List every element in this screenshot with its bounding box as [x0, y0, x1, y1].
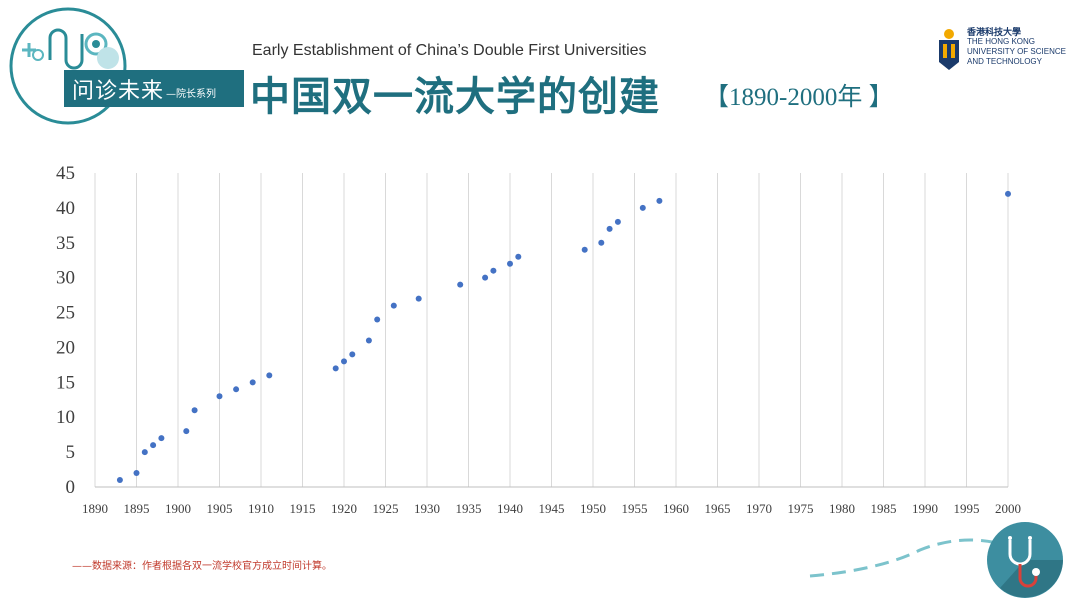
- data-point: [457, 281, 464, 288]
- grid-lines: [94, 173, 1009, 487]
- data-point: [349, 351, 356, 358]
- x-tick-label: 1920: [331, 501, 357, 516]
- data-point: [332, 365, 339, 372]
- stethoscope-icon: [1008, 536, 1040, 588]
- data-point: [374, 316, 381, 323]
- hkust-wordmark: 香港科技大學 THE HONG KONG UNIVERSITY OF SCIEN…: [967, 27, 1066, 67]
- data-point: [233, 386, 240, 393]
- x-tick-label: 1975: [788, 501, 814, 516]
- y-tick-label: 30: [56, 268, 75, 289]
- source-note: ——数据来源：作者根据各双一流学校官方成立时间计算。: [72, 561, 332, 572]
- series-badge: 问诊未来 —院长系列: [64, 70, 244, 107]
- y-tick-label: 25: [56, 303, 75, 324]
- institution-en-2: UNIVERSITY OF SCIENCE: [967, 47, 1066, 56]
- data-point: [141, 449, 148, 456]
- scatter-chart: 1890 1895 1900 1905 1910 1915 1920 1925 1930 1935…: [56, 163, 1021, 516]
- x-tick-label: 1890: [82, 501, 108, 516]
- data-point: [341, 358, 347, 365]
- x-tick-labels: 1890 1895 1900 1905 1910 1915 1920 1925 1930 1935…: [82, 501, 1021, 516]
- x-tick-label: 1960: [663, 501, 689, 516]
- data-point: [150, 442, 157, 449]
- data-point: [482, 274, 489, 281]
- data-point: [158, 435, 165, 442]
- stethoscope-decoration: [809, 522, 1063, 598]
- data-point: [249, 379, 256, 386]
- data-point: [390, 302, 397, 309]
- page-title: 中国双一流大学的创建: [250, 74, 660, 120]
- institution-en-3: AND TECHNOLOGY: [967, 57, 1042, 66]
- hkust-logo: [939, 29, 959, 70]
- data-point: [415, 295, 422, 302]
- x-tick-label: 1990: [912, 501, 938, 516]
- data-point: [656, 197, 663, 204]
- title-range: 【1890-2000年 】: [704, 84, 894, 111]
- y-tick-label: 10: [56, 407, 75, 428]
- y-tick-labels: 0 5 10 15 20 25 30 35 40 45: [56, 163, 75, 498]
- x-tick-label: 1910: [248, 501, 274, 516]
- x-tick-label: 1900: [165, 501, 191, 516]
- data-points: [116, 190, 1011, 484]
- data-point: [266, 372, 273, 379]
- data-point: [515, 253, 522, 260]
- y-tick-label: 0: [66, 477, 76, 498]
- y-tick-label: 45: [56, 163, 75, 184]
- y-tick-label: 40: [56, 198, 75, 219]
- x-tick-label: 1995: [954, 501, 980, 516]
- x-tick-label: 1940: [497, 501, 523, 516]
- plus-icon: [22, 43, 36, 57]
- institution-en-1: THE HONG KONG: [967, 37, 1036, 46]
- x-tick-label: 1945: [539, 501, 565, 516]
- data-point: [216, 393, 223, 400]
- badge-main: 问诊未来: [72, 78, 165, 104]
- series-logo: [9, 7, 127, 125]
- data-point: [1005, 190, 1011, 197]
- data-point: [490, 267, 497, 274]
- data-point: [606, 225, 613, 232]
- x-tick-label: 1915: [290, 501, 316, 516]
- x-tick-label: 1965: [705, 501, 731, 516]
- y-tick-label: 15: [56, 372, 75, 393]
- data-point: [598, 239, 605, 246]
- data-point: [116, 477, 123, 484]
- x-tick-label: 1925: [373, 501, 399, 516]
- data-point: [639, 204, 646, 211]
- institution-cn: 香港科技大學: [967, 27, 1022, 37]
- y-tick-label: 20: [56, 337, 75, 358]
- x-tick-label: 1980: [829, 501, 855, 516]
- badge-sub: —院长系列: [166, 89, 217, 100]
- data-point: [507, 260, 513, 267]
- y-tick-label: 35: [56, 233, 75, 254]
- y-tick-label: 5: [66, 442, 76, 463]
- subtitle-en: Early Establishment of China’s Double Fi…: [252, 42, 647, 59]
- x-tick-label: 1955: [622, 501, 648, 516]
- x-tick-label: 1905: [207, 501, 233, 516]
- x-tick-label: 1930: [414, 501, 440, 516]
- data-point: [183, 428, 190, 435]
- data-point: [365, 337, 372, 344]
- x-tick-label: 1985: [871, 501, 897, 516]
- x-tick-label: 1895: [124, 501, 150, 516]
- x-tick-label: 1950: [580, 501, 606, 516]
- x-tick-label: 1970: [746, 501, 772, 516]
- x-tick-label: 1935: [456, 501, 482, 516]
- data-point: [581, 246, 588, 253]
- data-point: [133, 470, 140, 477]
- data-point: [614, 218, 621, 225]
- data-point: [191, 407, 198, 414]
- x-tick-label: 2000: [995, 501, 1021, 516]
